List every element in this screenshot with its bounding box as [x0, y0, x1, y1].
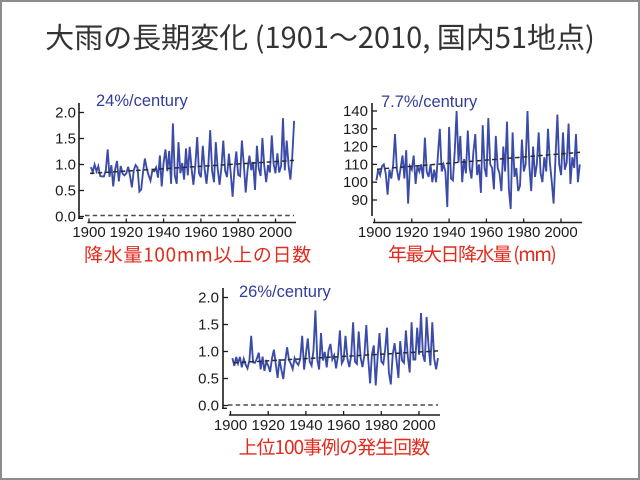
svg-text:1960: 1960	[327, 417, 360, 434]
svg-text:2.0: 2.0	[55, 105, 76, 122]
svg-text:1.5: 1.5	[198, 317, 219, 334]
svg-text:140: 140	[343, 103, 368, 120]
svg-text:1920: 1920	[252, 417, 285, 434]
svg-text:0.5: 0.5	[55, 183, 76, 200]
svg-text:1900: 1900	[214, 417, 247, 434]
svg-text:1.5: 1.5	[55, 131, 76, 148]
svg-text:120: 120	[343, 139, 368, 156]
svg-text:2000: 2000	[402, 417, 435, 434]
svg-text:100: 100	[343, 174, 368, 191]
svg-text:7.7%/century: 7.7%/century	[381, 93, 478, 111]
svg-text:90: 90	[351, 192, 368, 209]
svg-text:0.0: 0.0	[198, 398, 219, 415]
svg-text:1980: 1980	[507, 224, 540, 241]
svg-text:1940: 1940	[432, 224, 465, 241]
svg-text:1960: 1960	[470, 224, 503, 241]
svg-text:26%/century: 26%/century	[239, 283, 331, 301]
svg-text:1900: 1900	[358, 224, 391, 241]
svg-text:2000: 2000	[259, 224, 292, 241]
svg-text:1920: 1920	[395, 224, 428, 241]
svg-text:1940: 1940	[289, 417, 322, 434]
svg-text:1.0: 1.0	[198, 344, 219, 361]
svg-text:0.0: 0.0	[55, 209, 76, 226]
svg-text:0.5: 0.5	[198, 371, 219, 388]
svg-text:24%/century: 24%/century	[96, 92, 188, 110]
svg-text:1960: 1960	[184, 224, 217, 241]
svg-text:1980: 1980	[222, 224, 255, 241]
svg-text:1920: 1920	[110, 224, 143, 241]
svg-text:1900: 1900	[72, 224, 105, 241]
svg-text:2.0: 2.0	[198, 290, 219, 307]
svg-text:1980: 1980	[365, 417, 398, 434]
svg-text:1.0: 1.0	[55, 157, 76, 174]
svg-text:110: 110	[344, 156, 368, 173]
svg-text:2000: 2000	[544, 224, 577, 241]
svg-text:130: 130	[343, 121, 368, 138]
svg-text:1940: 1940	[147, 224, 180, 241]
